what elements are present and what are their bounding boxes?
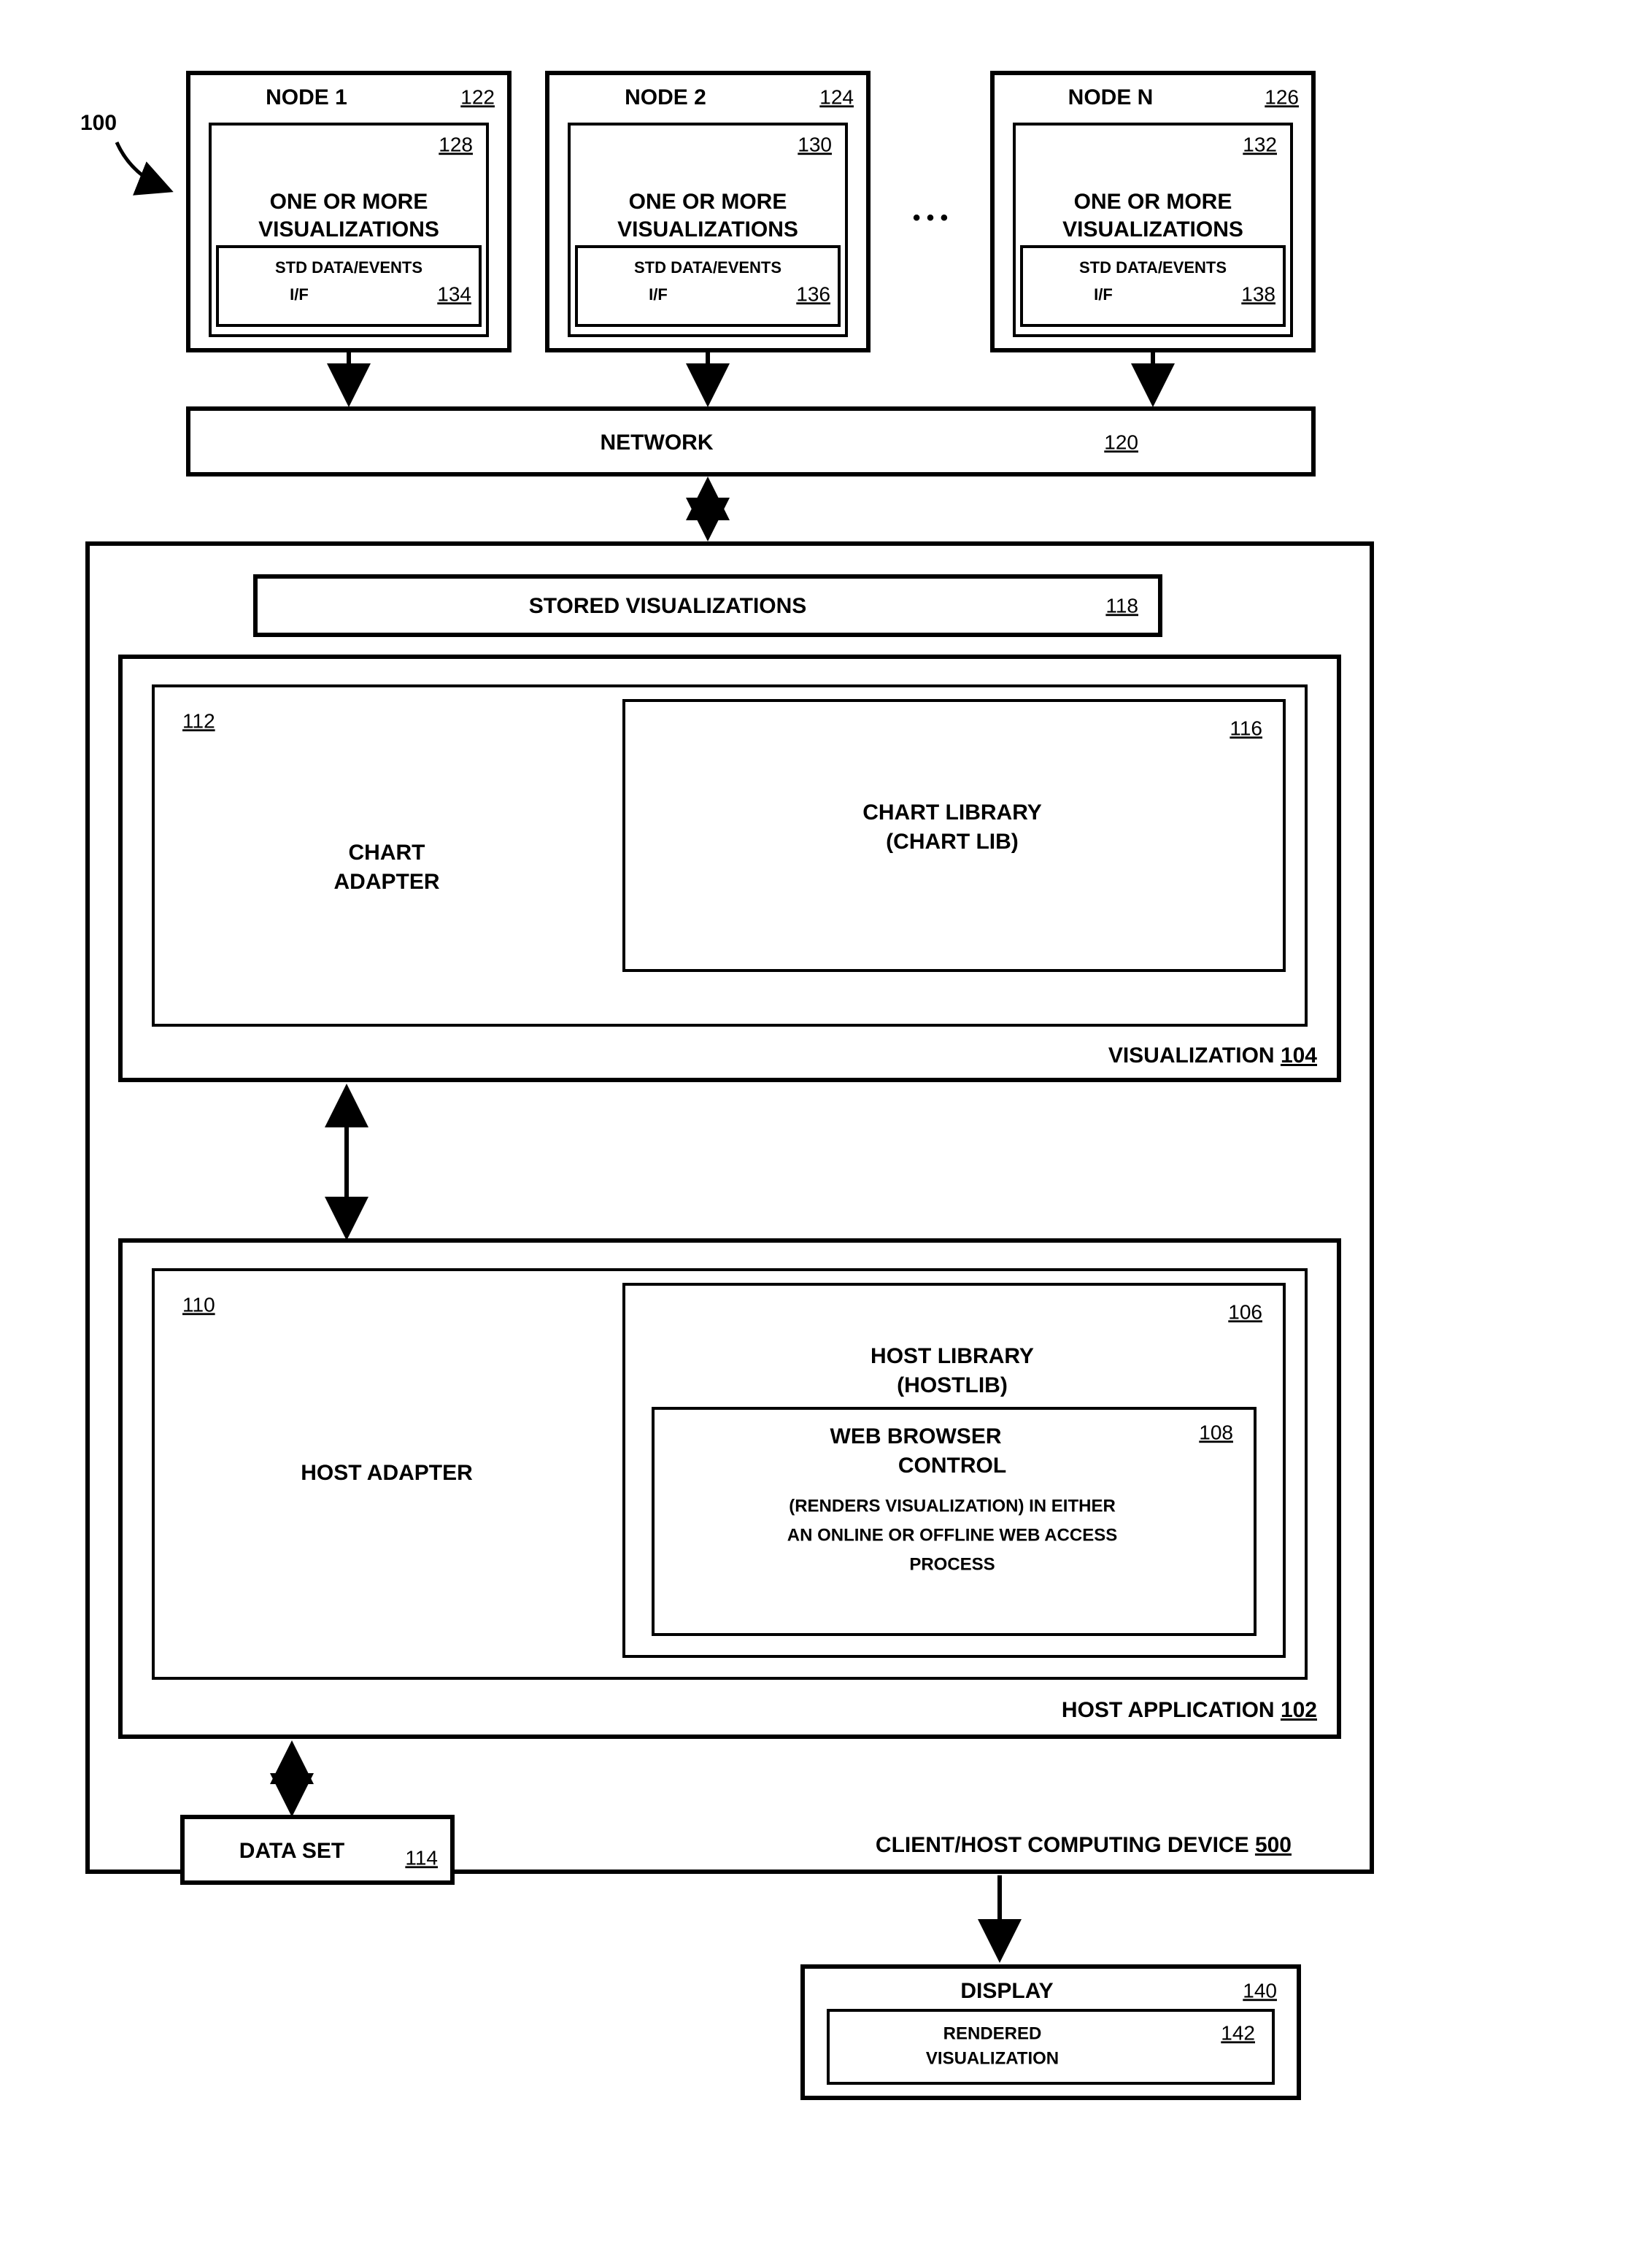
host-lib-ref: 106 xyxy=(1228,1300,1262,1323)
chart-lib-l2: (CHART LIB) xyxy=(886,830,1019,854)
stored-vis-label: STORED VISUALIZATIONS xyxy=(529,594,807,618)
node-n-ref: 126 xyxy=(1265,85,1299,108)
node-2-viz-l2: VISUALIZATIONS xyxy=(617,217,798,242)
node-1-ref: 122 xyxy=(460,85,495,108)
node-2-title: NODE 2 xyxy=(625,85,706,109)
node-n-viz-ref: 132 xyxy=(1243,133,1277,155)
node-n-viz-l1: ONE OR MORE xyxy=(1074,190,1232,214)
stored-vis-ref: 118 xyxy=(1105,594,1138,617)
chart-lib-l1: CHART LIBRARY xyxy=(862,800,1042,825)
node-n-title: NODE N xyxy=(1068,85,1154,109)
rendered-l1: RENDERED xyxy=(943,2023,1042,2043)
node-2-std-l2: I/F xyxy=(649,285,668,304)
node-2-viz-l1: ONE OR MORE xyxy=(629,190,787,214)
client-caption: CLIENT/HOST COMPUTING DEVICE 500 xyxy=(876,1833,1292,1857)
network-label: NETWORK xyxy=(601,431,714,455)
node-1-std-l1: STD DATA/EVENTS xyxy=(275,258,422,277)
chart-adapter-l2: ADAPTER xyxy=(333,870,439,894)
node-1-std-ref: 134 xyxy=(437,282,471,305)
node-n-viz-l2: VISUALIZATIONS xyxy=(1062,217,1243,242)
node-1-viz-ref: 128 xyxy=(439,133,473,155)
network-ref: 120 xyxy=(1104,431,1138,453)
browser-l2: CONTROL xyxy=(898,1454,1006,1478)
chart-adapter-ref: 112 xyxy=(182,709,215,732)
node-2: NODE 2 124 130 ONE OR MORE VISUALIZATION… xyxy=(547,73,868,350)
rendered-l2: VISUALIZATION xyxy=(926,2048,1059,2068)
node-1-std-l2: I/F xyxy=(290,285,309,304)
node-1: NODE 1 122 128 ONE OR MORE VISUALIZATION… xyxy=(188,73,509,350)
display-label: DISPLAY xyxy=(960,1979,1053,2003)
figure-ref: 100 xyxy=(80,111,117,135)
visualization-caption: VISUALIZATION 104 xyxy=(1108,1043,1317,1068)
browser-ref: 108 xyxy=(1199,1421,1233,1443)
host-adapter-ref: 110 xyxy=(182,1293,215,1316)
node-n-std-ref: 138 xyxy=(1241,282,1275,305)
node-n: NODE N 126 132 ONE OR MORE VISUALIZATION… xyxy=(992,73,1313,350)
browser-l3: (RENDERS VISUALIZATION) IN EITHER xyxy=(789,1496,1116,1516)
host-lib-l1: HOST LIBRARY xyxy=(871,1344,1034,1368)
chart-adapter-l1: CHART xyxy=(349,841,425,865)
chart-lib-ref: 116 xyxy=(1230,717,1262,739)
browser-l1: WEB BROWSER xyxy=(830,1424,1002,1448)
dataset-label: DATA SET xyxy=(239,1839,344,1863)
rendered-ref: 142 xyxy=(1221,2021,1255,2044)
network-box xyxy=(188,409,1313,474)
figure-ref-arrow xyxy=(117,142,168,190)
dataset-ref: 114 xyxy=(405,1846,438,1869)
browser-l4: AN ONLINE OR OFFLINE WEB ACCESS xyxy=(787,1525,1117,1545)
ellipsis: • • • xyxy=(913,206,948,230)
node-2-std-l1: STD DATA/EVENTS xyxy=(634,258,781,277)
node-2-viz-ref: 130 xyxy=(798,133,832,155)
node-2-std-ref: 136 xyxy=(796,282,830,305)
host-lib-l2: (HOSTLIB) xyxy=(897,1373,1008,1397)
display-ref: 140 xyxy=(1243,1979,1277,2002)
rendered-box xyxy=(828,2010,1273,2083)
browser-l5: PROCESS xyxy=(909,1554,995,1574)
node-1-title: NODE 1 xyxy=(266,85,347,109)
node-n-std-l2: I/F xyxy=(1094,285,1113,304)
host-adapter-label: HOST ADAPTER xyxy=(301,1461,473,1485)
node-2-ref: 124 xyxy=(819,85,854,108)
node-1-viz-l1: ONE OR MORE xyxy=(270,190,428,214)
host-app-caption: HOST APPLICATION 102 xyxy=(1062,1698,1317,1722)
node-n-std-l1: STD DATA/EVENTS xyxy=(1079,258,1227,277)
node-1-viz-l2: VISUALIZATIONS xyxy=(258,217,439,242)
